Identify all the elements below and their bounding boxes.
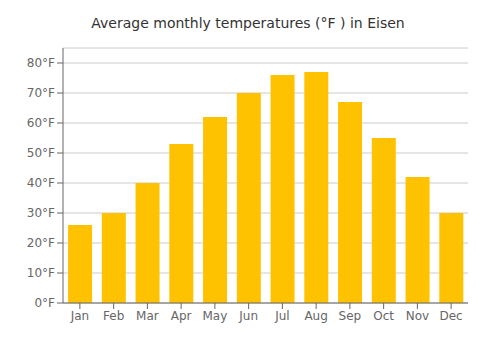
svg-text:Oct: Oct <box>373 309 394 323</box>
svg-text:Jun: Jun <box>238 309 258 323</box>
svg-text:70°F: 70°F <box>27 86 55 100</box>
html-text:Average monthly temperatures (: Average monthly temperatures (°F ) in Ei… <box>91 15 405 31</box>
svg-text:40°F: 40°F <box>27 176 55 190</box>
svg-text:80°F: 80°F <box>27 56 55 70</box>
svg-text:30°F: 30°F <box>27 206 55 220</box>
svg-text:Jan: Jan <box>70 309 90 323</box>
svg-text:Apr: Apr <box>171 309 192 323</box>
svg-text:Aug: Aug <box>304 309 327 323</box>
svg-text:May: May <box>202 309 227 323</box>
svg-text:50°F: 50°F <box>27 146 55 160</box>
svg-text:Jul: Jul <box>274 309 289 323</box>
svg-text:Sep: Sep <box>339 309 362 323</box>
svg-text:Nov: Nov <box>406 309 429 323</box>
svg-text:Dec: Dec <box>440 309 463 323</box>
svg-text:Feb: Feb <box>103 309 124 323</box>
svg-text:0°F: 0°F <box>34 296 55 310</box>
svg-text:10°F: 10°F <box>27 266 55 280</box>
svg-text:20°F: 20°F <box>27 236 55 250</box>
svg-text:Mar: Mar <box>136 309 159 323</box>
svg-text:60°F: 60°F <box>27 116 55 130</box>
